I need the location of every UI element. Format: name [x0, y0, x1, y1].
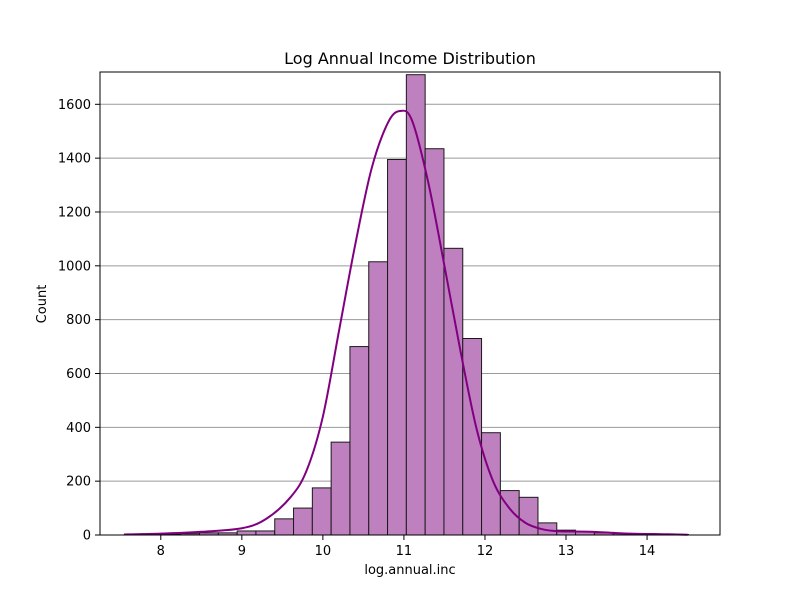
y-axis-ticks: 0 200 400 600 800 1000 1200 1400 1600 — [58, 98, 100, 544]
histogram-bar — [368, 261, 389, 536]
x-tick-label: 10 — [315, 544, 332, 559]
x-tick-label: 12 — [477, 544, 494, 559]
kde-curve — [124, 109, 688, 536]
histogram-bar — [443, 247, 464, 536]
histogram-bar — [518, 496, 539, 536]
x-axis-ticks: 8 9 10 11 12 13 14 — [157, 535, 656, 559]
histogram-bar — [499, 490, 520, 536]
y-tick-label: 0 — [83, 529, 91, 544]
histogram-bar — [236, 530, 257, 536]
histogram-bar — [387, 158, 407, 536]
histogram-bar — [349, 346, 370, 536]
y-tick-label: 1400 — [58, 152, 91, 167]
histogram-bar — [405, 74, 426, 536]
x-tick-label: 9 — [238, 544, 246, 559]
plot-area-frame — [99, 71, 721, 536]
histogram-bar — [274, 518, 295, 536]
x-tick-label: 14 — [639, 544, 656, 559]
y-tick-label: 800 — [66, 313, 91, 328]
y-tick-label: 1000 — [58, 259, 91, 274]
y-tick-label: 200 — [66, 475, 91, 490]
histogram-bar — [330, 441, 351, 536]
histogram-bar — [255, 530, 276, 536]
y-tick-label: 600 — [66, 367, 91, 382]
histogram-bars — [123, 74, 689, 536]
histogram-bar — [311, 487, 332, 536]
y-tick-label: 400 — [66, 421, 91, 436]
histogram-bar — [424, 148, 445, 536]
y-tick-label: 1600 — [58, 98, 91, 113]
y-axis-label: Count — [35, 285, 50, 324]
x-tick-label: 13 — [558, 544, 575, 559]
chart-title: Log Annual Income Distribution — [284, 49, 536, 68]
y-tick-label: 1200 — [58, 205, 91, 220]
x-tick-label: 8 — [157, 544, 165, 559]
x-axis-label: log.annual.inc — [364, 563, 455, 578]
histogram-bar — [293, 507, 313, 536]
histogram-bar — [481, 432, 501, 536]
x-tick-label: 11 — [396, 544, 413, 559]
